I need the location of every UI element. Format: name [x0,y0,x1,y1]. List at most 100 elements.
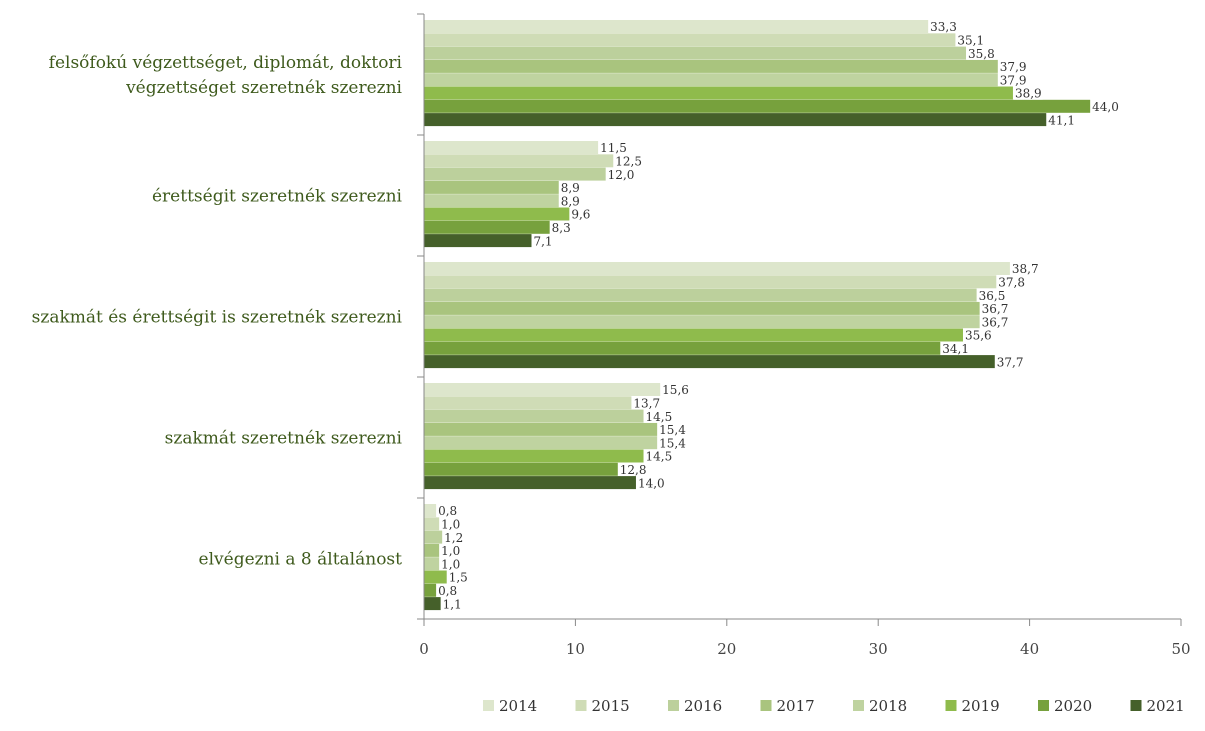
bar-2018-cat-0 [424,73,998,87]
data-label-bg [614,154,643,168]
data-label-bg [550,220,572,234]
data-label-bg [440,557,462,571]
category-label: végzettséget szeretnék szerezni [125,78,402,98]
legend-label-2018: 2018 [869,697,907,715]
data-label-2021-cat-1: 7,1 [533,234,552,248]
data-label-bg [606,167,636,181]
data-label-bg [956,33,986,47]
data-label-2020-cat-3: 12,8 [620,463,647,477]
data-label-2014-cat-1: 11,5 [600,141,627,155]
bar-2020-cat-0 [424,99,1091,113]
data-label-2020-cat-1: 8,3 [552,221,571,235]
data-label-2016-cat-0: 35,8 [968,47,995,61]
data-label-2015-cat-3: 13,7 [633,396,660,410]
bar-2017-cat-4 [424,543,440,557]
category-label: elvégezni a 8 általánost [199,550,403,570]
data-label-2015-cat-1: 12,5 [615,154,642,168]
data-label-bg [995,355,1025,369]
data-label-2015-cat-4: 1,0 [441,517,460,531]
data-label-2017-cat-4: 1,0 [441,544,460,558]
bar-2018-cat-2 [424,315,980,329]
data-label-bg [998,60,1028,74]
data-label-2015-cat-2: 37,8 [998,275,1025,289]
bar-2016-cat-1 [424,167,606,181]
bar-2021-cat-2 [424,355,995,369]
data-label-2020-cat-0: 44,0 [1092,100,1119,114]
legend-swatch-2014 [483,700,494,711]
data-label-bg [644,409,674,423]
bar-2017-cat-1 [424,180,559,194]
data-label-2021-cat-2: 37,7 [997,355,1024,369]
bar-2021-cat-0 [424,113,1047,127]
data-label-bg [437,504,459,518]
data-label-2017-cat-1: 8,9 [561,181,580,195]
data-label-bg [440,517,462,531]
x-tick-label: 10 [566,640,585,658]
data-label-bg [447,570,469,584]
data-label-2014-cat-3: 15,6 [662,383,689,397]
data-label-bg [658,436,688,450]
bar-2017-cat-2 [424,301,980,315]
data-label-bg [967,46,996,60]
data-label-2020-cat-2: 34,1 [942,342,969,356]
data-label-bg [929,20,958,34]
bar-2018-cat-4 [424,557,440,571]
legend-swatch-2019 [945,700,957,711]
data-label-2017-cat-3: 15,4 [659,423,686,437]
data-label-2016-cat-3: 14,5 [646,410,673,424]
bar-2014-cat-3 [424,383,661,396]
data-label-bg [997,275,1027,289]
legend-label-2020: 2020 [1054,697,1092,715]
category-label: szakmát és érettségit is szeretnék szere… [32,308,403,328]
data-label-2014-cat-4: 0,8 [438,504,457,518]
data-label-2014-cat-2: 38,7 [1012,262,1039,276]
data-label-bg [998,73,1028,87]
legend: 2014 2015 2016 2017 2018 2019 2020 2021 [483,697,1185,715]
axes: 0 10 20 30 40 50 [417,13,1191,658]
bar-2019-cat-0 [424,86,1013,100]
data-label-2016-cat-2: 36,5 [979,289,1006,303]
bar-2020-cat-1 [424,220,550,234]
data-label-2019-cat-3: 14,5 [646,450,673,464]
data-label-2017-cat-0: 37,9 [1000,60,1027,74]
bars-layer [424,20,1091,611]
x-tick-label: 40 [1020,640,1039,658]
bar-2019-cat-3 [424,449,644,463]
data-label-bg [559,194,581,208]
data-label-2017-cat-2: 36,7 [982,302,1009,316]
legend-label-2017: 2017 [777,697,815,715]
bar-2016-cat-0 [424,46,967,60]
bar-2019-cat-2 [424,328,963,342]
data-label-2020-cat-4: 0,8 [438,584,457,598]
data-label-bg [644,449,674,463]
legend-swatch-2021 [1130,700,1142,711]
data-label-2018-cat-2: 36,7 [982,315,1009,329]
bar-2015-cat-0 [424,33,956,47]
data-label-bg [441,597,463,611]
data-label-2018-cat-1: 8,9 [561,194,580,208]
data-label-bg [661,383,690,397]
data-label-bg [658,423,688,437]
legend-swatch-2017 [760,700,772,711]
bar-2020-cat-2 [424,341,941,355]
data-label-bg [443,530,465,544]
data-label-bg [963,328,993,342]
bar-2019-cat-4 [424,570,447,584]
data-label-2018-cat-4: 1,0 [441,557,460,571]
bar-2014-cat-1 [424,141,599,154]
bar-2017-cat-3 [424,422,658,436]
data-label-bg [632,396,662,410]
data-label-bg [1010,262,1040,276]
data-label-2018-cat-3: 15,4 [659,436,686,450]
bar-2020-cat-3 [424,462,618,476]
data-label-2014-cat-0: 33,3 [930,20,957,34]
data-label-2019-cat-0: 38,9 [1015,87,1042,101]
bar-2015-cat-4 [424,517,440,531]
bar-2014-cat-2 [424,262,1010,275]
data-label-bg [532,234,554,248]
data-label-bg [977,288,1007,302]
legend-label-2019: 2019 [962,697,1000,715]
data-label-bg [440,544,462,558]
category-labels: felsőfokú végzettséget, diplomát, doktor… [32,53,403,570]
legend-swatch-2015 [575,700,587,711]
